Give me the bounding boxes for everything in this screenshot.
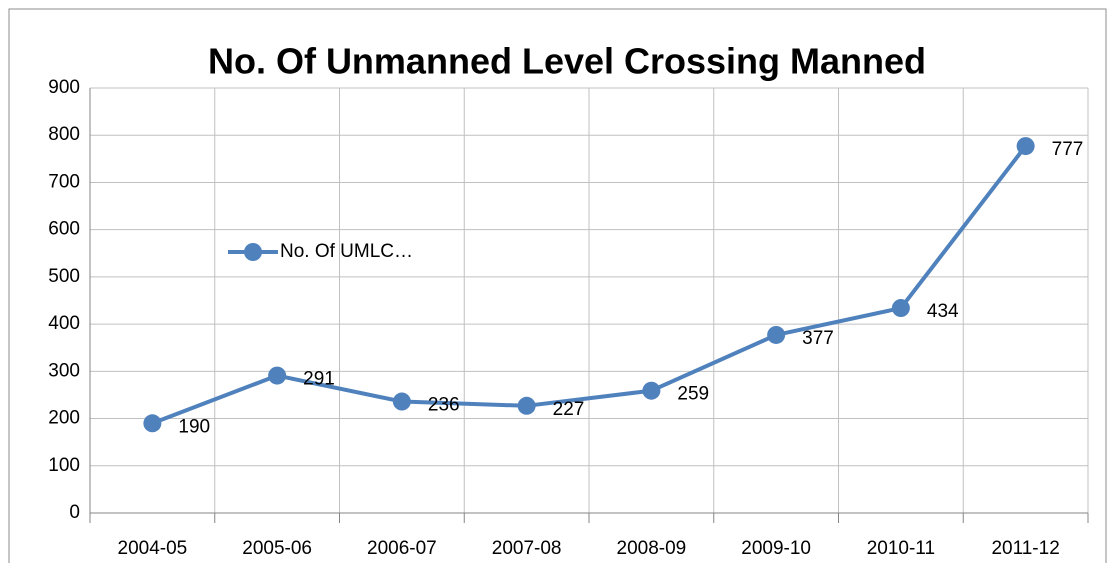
data-label: 434 [927,301,959,322]
y-tick-label: 200 [48,408,80,429]
data-label: 291 [303,369,335,390]
point [143,414,162,433]
point [642,381,661,400]
point [891,299,910,318]
y-tick-label: 300 [48,360,80,381]
x-tick-label: 2006-07 [367,538,437,559]
data-label: 777 [1052,139,1084,160]
x-tick-label: 2005-06 [242,538,312,559]
y-tick-label: 600 [48,219,80,240]
series-line [151,144,1028,426]
x-tick-label: 2010-11 [867,538,935,559]
y-tick-label: 0 [69,502,80,523]
x-tick-label: 2008-09 [617,538,687,559]
data-label: 190 [178,416,210,437]
point [517,396,536,415]
point [268,366,287,385]
y-tick-label: 400 [48,313,80,334]
legend-label: No. Of UMLC… [280,241,413,262]
y-tick-label: 100 [48,455,80,476]
data-label: 227 [553,399,585,420]
x-tick-label: 2011-12 [991,538,1059,559]
x-tick-label: 2007-08 [492,538,562,559]
x-tick-label: 2004-05 [118,538,188,559]
y-tick-label: 800 [48,124,80,145]
x-tick-label: 2009-10 [741,538,811,559]
point [1016,137,1035,156]
point [392,392,411,411]
y-tick-label: 500 [48,266,80,287]
y-tick-label: 900 [48,77,80,98]
y-tick-label: 700 [48,171,80,192]
data-label: 236 [428,395,460,416]
legend-marker [244,243,262,261]
data-label: 259 [677,384,709,405]
point [767,325,786,344]
chart-border [8,8,1107,563]
chart-title: No. Of Unmanned Level Crossing Manned [208,41,926,82]
data-label: 377 [802,328,834,349]
